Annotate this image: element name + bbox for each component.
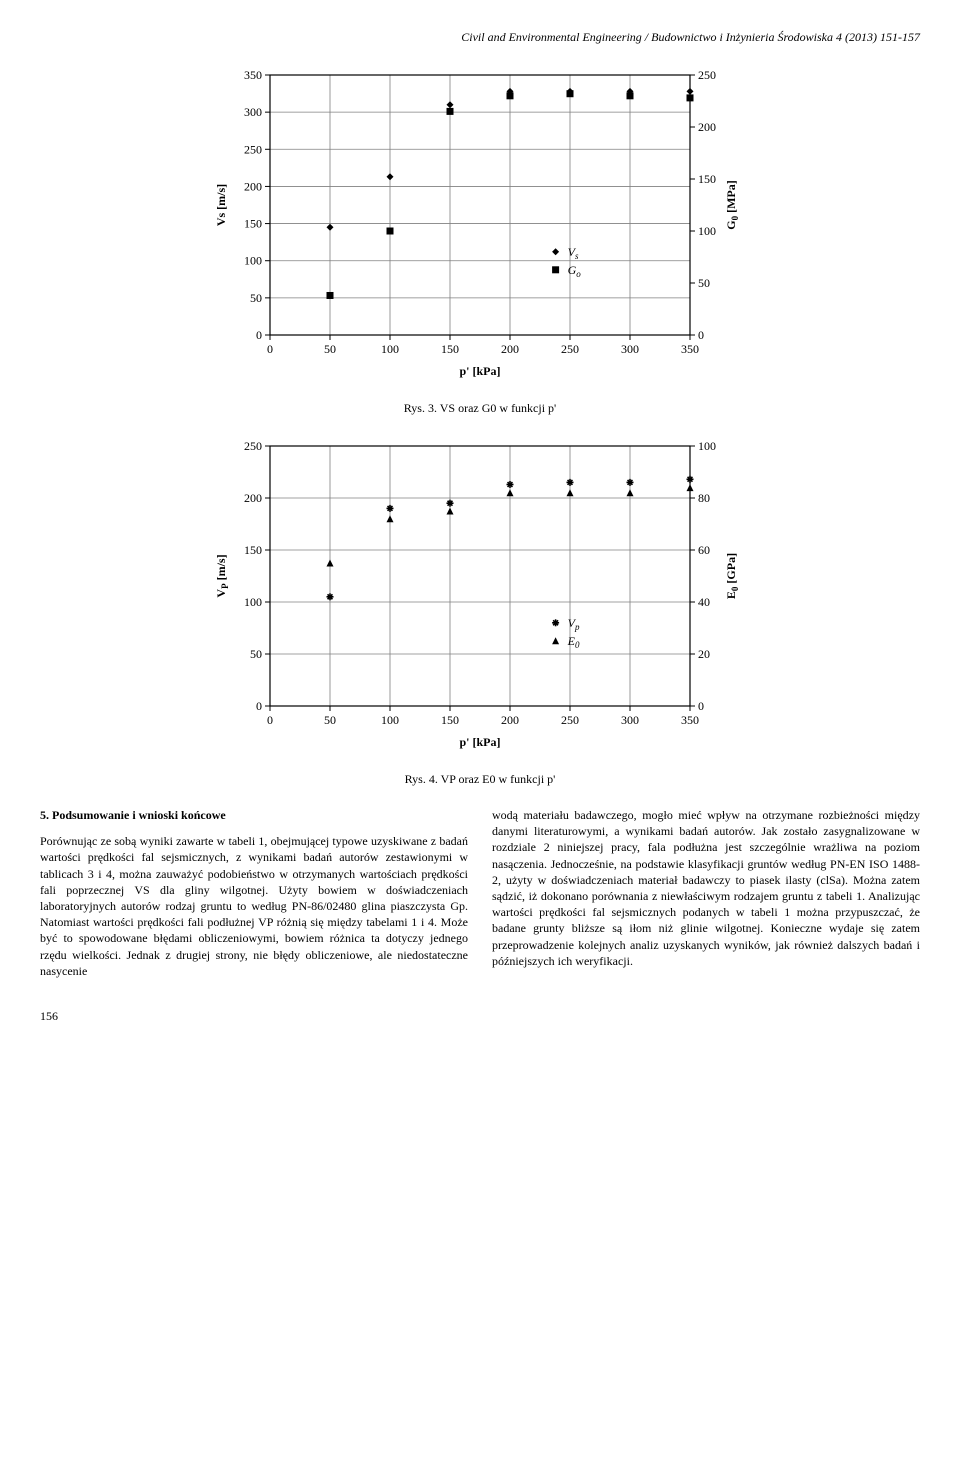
svg-text:p' [kPa]: p' [kPa] (459, 735, 500, 749)
svg-text:350: 350 (681, 713, 699, 727)
svg-text:G0 [MPa]: G0 [MPa] (724, 180, 740, 230)
section-5-title: 5. Podsumowanie i wnioski końcowe (40, 807, 468, 823)
svg-text:80: 80 (698, 491, 710, 505)
svg-text:200: 200 (244, 491, 262, 505)
svg-text:150: 150 (244, 543, 262, 557)
figure-4-chart: 0501001502002503003500501001502002500204… (200, 436, 760, 766)
svg-text:150: 150 (441, 713, 459, 727)
svg-text:150: 150 (698, 172, 716, 186)
svg-text:50: 50 (324, 342, 336, 356)
svg-text:250: 250 (561, 342, 579, 356)
svg-text:Vs: Vs (568, 245, 579, 261)
svg-text:E0: E0 (567, 634, 580, 650)
figure-4-caption: Rys. 4. VP oraz E0 w funkcji p' (40, 772, 920, 787)
svg-text:20: 20 (698, 647, 710, 661)
figure-3-chart: 0501001502002503003500501001502002503003… (200, 65, 760, 395)
svg-text:200: 200 (501, 342, 519, 356)
svg-text:0: 0 (256, 328, 262, 342)
figure-3-container: 0501001502002503003500501001502002503003… (40, 65, 920, 395)
page-number: 156 (40, 1009, 920, 1024)
svg-text:250: 250 (244, 142, 262, 156)
body-columns: 5. Podsumowanie i wnioski końcowe Porówn… (40, 807, 920, 979)
svg-text:350: 350 (681, 342, 699, 356)
right-column: wodą materiału badawczego, mogło mieć wp… (492, 807, 920, 979)
svg-text:200: 200 (244, 179, 262, 193)
svg-text:150: 150 (441, 342, 459, 356)
figure-4-container: 0501001502002503003500501001502002500204… (40, 436, 920, 766)
svg-text:0: 0 (267, 713, 273, 727)
svg-text:100: 100 (381, 342, 399, 356)
svg-text:0: 0 (267, 342, 273, 356)
svg-text:Vp: Vp (568, 616, 580, 632)
svg-text:50: 50 (324, 713, 336, 727)
figure-3-caption: Rys. 3. VS oraz G0 w funkcji p' (40, 401, 920, 416)
svg-text:100: 100 (244, 254, 262, 268)
svg-text:E0 [GPa]: E0 [GPa] (724, 553, 740, 599)
svg-text:250: 250 (698, 68, 716, 82)
svg-text:Go: Go (568, 263, 582, 279)
right-column-text: wodą materiału badawczego, mogło mieć wp… (492, 807, 920, 969)
svg-text:100: 100 (244, 595, 262, 609)
svg-text:0: 0 (256, 699, 262, 713)
svg-text:100: 100 (698, 224, 716, 238)
svg-text:50: 50 (250, 647, 262, 661)
svg-text:350: 350 (244, 68, 262, 82)
svg-text:50: 50 (250, 291, 262, 305)
left-column-text: Porównując ze sobą wyniki zawarte w tabe… (40, 833, 468, 979)
svg-text:VP [m/s]: VP [m/s] (214, 554, 230, 597)
svg-text:50: 50 (698, 276, 710, 290)
svg-text:200: 200 (501, 713, 519, 727)
svg-text:300: 300 (621, 713, 639, 727)
left-column: 5. Podsumowanie i wnioski końcowe Porówn… (40, 807, 468, 979)
svg-text:300: 300 (244, 105, 262, 119)
svg-text:150: 150 (244, 217, 262, 231)
svg-text:p' [kPa]: p' [kPa] (459, 364, 500, 378)
svg-text:100: 100 (698, 439, 716, 453)
svg-text:100: 100 (381, 713, 399, 727)
svg-text:250: 250 (561, 713, 579, 727)
svg-text:60: 60 (698, 543, 710, 557)
svg-text:300: 300 (621, 342, 639, 356)
svg-text:250: 250 (244, 439, 262, 453)
svg-text:200: 200 (698, 120, 716, 134)
svg-text:40: 40 (698, 595, 710, 609)
svg-text:0: 0 (698, 699, 704, 713)
svg-text:0: 0 (698, 328, 704, 342)
svg-text:Vs [m/s]: Vs [m/s] (214, 184, 228, 226)
page-header: Civil and Environmental Engineering / Bu… (40, 30, 920, 45)
